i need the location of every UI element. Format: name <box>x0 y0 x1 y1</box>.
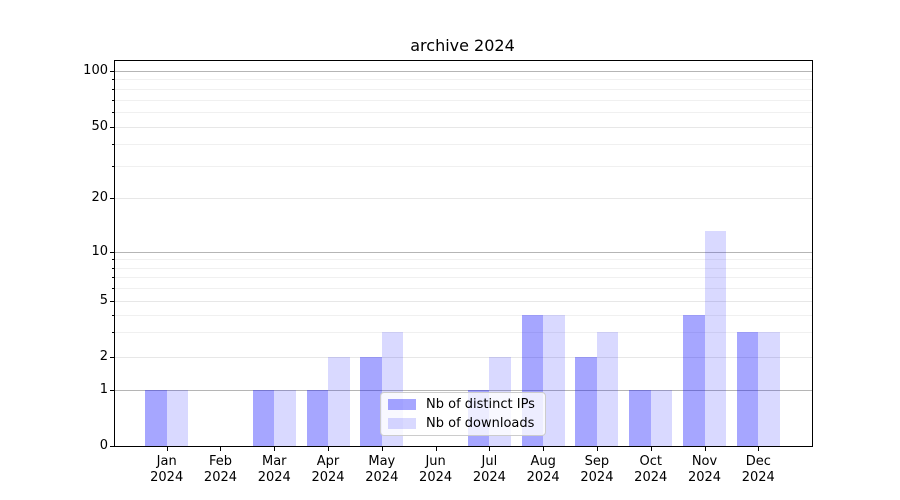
x-tick-mark <box>596 447 598 451</box>
distinct-ips-swatch-icon <box>388 399 416 410</box>
bar-distinct-ips-may <box>360 357 382 446</box>
x-tick-mark <box>489 447 491 451</box>
x-tick-mark <box>166 447 168 451</box>
x-tick-label-feb: Feb 2024 <box>203 454 238 485</box>
y-tick-label: 100 <box>83 63 108 78</box>
y-gridline <box>115 251 812 253</box>
x-tick-label-sep: Sep 2024 <box>580 454 614 485</box>
y-minor-gridline <box>115 332 812 334</box>
y-minor-gridline <box>115 79 812 81</box>
y-tick-label: 0 <box>99 438 108 453</box>
y-minor-tick-mark <box>112 143 115 145</box>
legend-row-downloads: Nb of downloads <box>388 416 538 431</box>
bar-distinct-ips-jan <box>145 390 167 446</box>
y-gridline <box>115 126 812 128</box>
y-tick-label: 2 <box>99 349 108 364</box>
x-tick-label-oct: Oct 2024 <box>634 454 668 485</box>
x-tick-label-aug: Aug 2024 <box>526 454 560 485</box>
y-gridline <box>115 197 812 199</box>
y-minor-tick-mark <box>112 88 115 90</box>
y-gridline <box>115 301 812 302</box>
bar-downloads-jan <box>166 390 189 446</box>
y-minor-tick-mark <box>112 166 115 168</box>
y-minor-gridline <box>115 88 812 90</box>
y-minor-gridline <box>115 112 812 114</box>
bar-downloads-dec <box>758 332 780 446</box>
bar-downloads-apr <box>328 357 350 446</box>
x-tick-mark <box>758 447 760 451</box>
y-tick-label: 20 <box>91 189 108 205</box>
bar-distinct-ips-dec <box>736 332 759 446</box>
bar-downloads-oct <box>650 390 673 446</box>
y-tick-label: 50 <box>91 118 108 134</box>
bar-distinct-ips-nov <box>683 314 705 446</box>
y-tick-mark <box>110 197 115 199</box>
x-tick-mark <box>435 447 437 451</box>
x-tick-mark <box>274 447 276 451</box>
x-tick-label-mar: Mar 2024 <box>257 454 291 485</box>
y-tick-label: 10 <box>91 243 108 259</box>
bar-downloads-mar <box>274 390 296 446</box>
y-minor-tick-mark <box>112 99 115 101</box>
plot-area: 0 1 2 5 10 20 50 100 Jan 2024 Feb 2024 Mar 2024 Apr… <box>83 60 813 485</box>
y-tick-mark <box>110 251 115 253</box>
x-tick-label-jan: Jan 2024 <box>150 454 184 485</box>
y-tick-mark <box>110 126 115 128</box>
bar-downloads-nov <box>704 231 726 446</box>
y-minor-tick-mark <box>112 79 115 81</box>
y-minor-gridline <box>115 259 812 261</box>
y-minor-gridline <box>115 143 812 145</box>
y-tick-mark <box>110 446 115 447</box>
x-tick-label-may: May 2024 <box>365 454 399 485</box>
y-tick-mark <box>110 71 115 72</box>
x-tick-label-nov: Nov 2024 <box>687 454 722 485</box>
x-tick-label-jun: Jun 2024 <box>419 454 453 485</box>
bar-downloads-aug <box>543 314 565 446</box>
y-minor-tick-mark <box>112 259 115 261</box>
y-minor-tick-mark <box>112 112 115 114</box>
x-tick-label-jul: Jul 2024 <box>472 454 506 485</box>
x-tick-mark <box>328 447 330 451</box>
y-gridline <box>115 71 812 72</box>
y-tick-mark <box>110 301 115 302</box>
bar-distinct-ips-apr <box>306 390 329 446</box>
y-minor-gridline <box>115 166 812 168</box>
x-tick-label-apr: Apr 2024 <box>311 454 345 485</box>
bar-distinct-ips-oct <box>629 390 651 446</box>
y-tick-mark <box>110 390 115 391</box>
y-minor-tick-mark <box>112 288 115 290</box>
y-minor-gridline <box>115 277 812 279</box>
x-tick-mark <box>650 447 652 451</box>
y-minor-gridline <box>115 267 812 269</box>
y-minor-gridline <box>115 314 812 316</box>
legend-label-downloads: Nb of downloads <box>426 416 535 431</box>
y-minor-tick-mark <box>112 332 115 334</box>
chart-title: archive 2024 <box>410 36 515 55</box>
y-tick-label: 5 <box>99 293 108 308</box>
y-tick-label: 1 <box>99 382 108 397</box>
y-gridline <box>115 357 812 358</box>
y-tick-mark <box>110 357 115 358</box>
y-minor-tick-mark <box>112 277 115 279</box>
legend-row-distinct-ips: Nb of distinct IPs <box>388 397 538 412</box>
y-minor-gridline <box>115 99 812 101</box>
x-tick-mark <box>220 447 222 451</box>
bar-downloads-sep <box>596 332 619 446</box>
y-minor-tick-mark <box>112 267 115 269</box>
y-minor-gridline <box>115 288 812 290</box>
x-tick-label-dec: Dec 2024 <box>741 454 775 485</box>
legend-label-distinct-ips: Nb of distinct IPs <box>426 397 535 412</box>
x-tick-mark <box>543 447 545 451</box>
legend: Nb of distinct IPs Nb of downloads <box>380 392 546 436</box>
y-minor-tick-mark <box>112 314 115 316</box>
x-tick-mark <box>704 447 706 451</box>
downloads-swatch-icon <box>388 418 416 429</box>
bar-distinct-ips-sep <box>575 357 597 446</box>
x-tick-mark <box>381 447 383 451</box>
bar-distinct-ips-mar <box>252 390 275 446</box>
y-gridline <box>115 390 812 391</box>
